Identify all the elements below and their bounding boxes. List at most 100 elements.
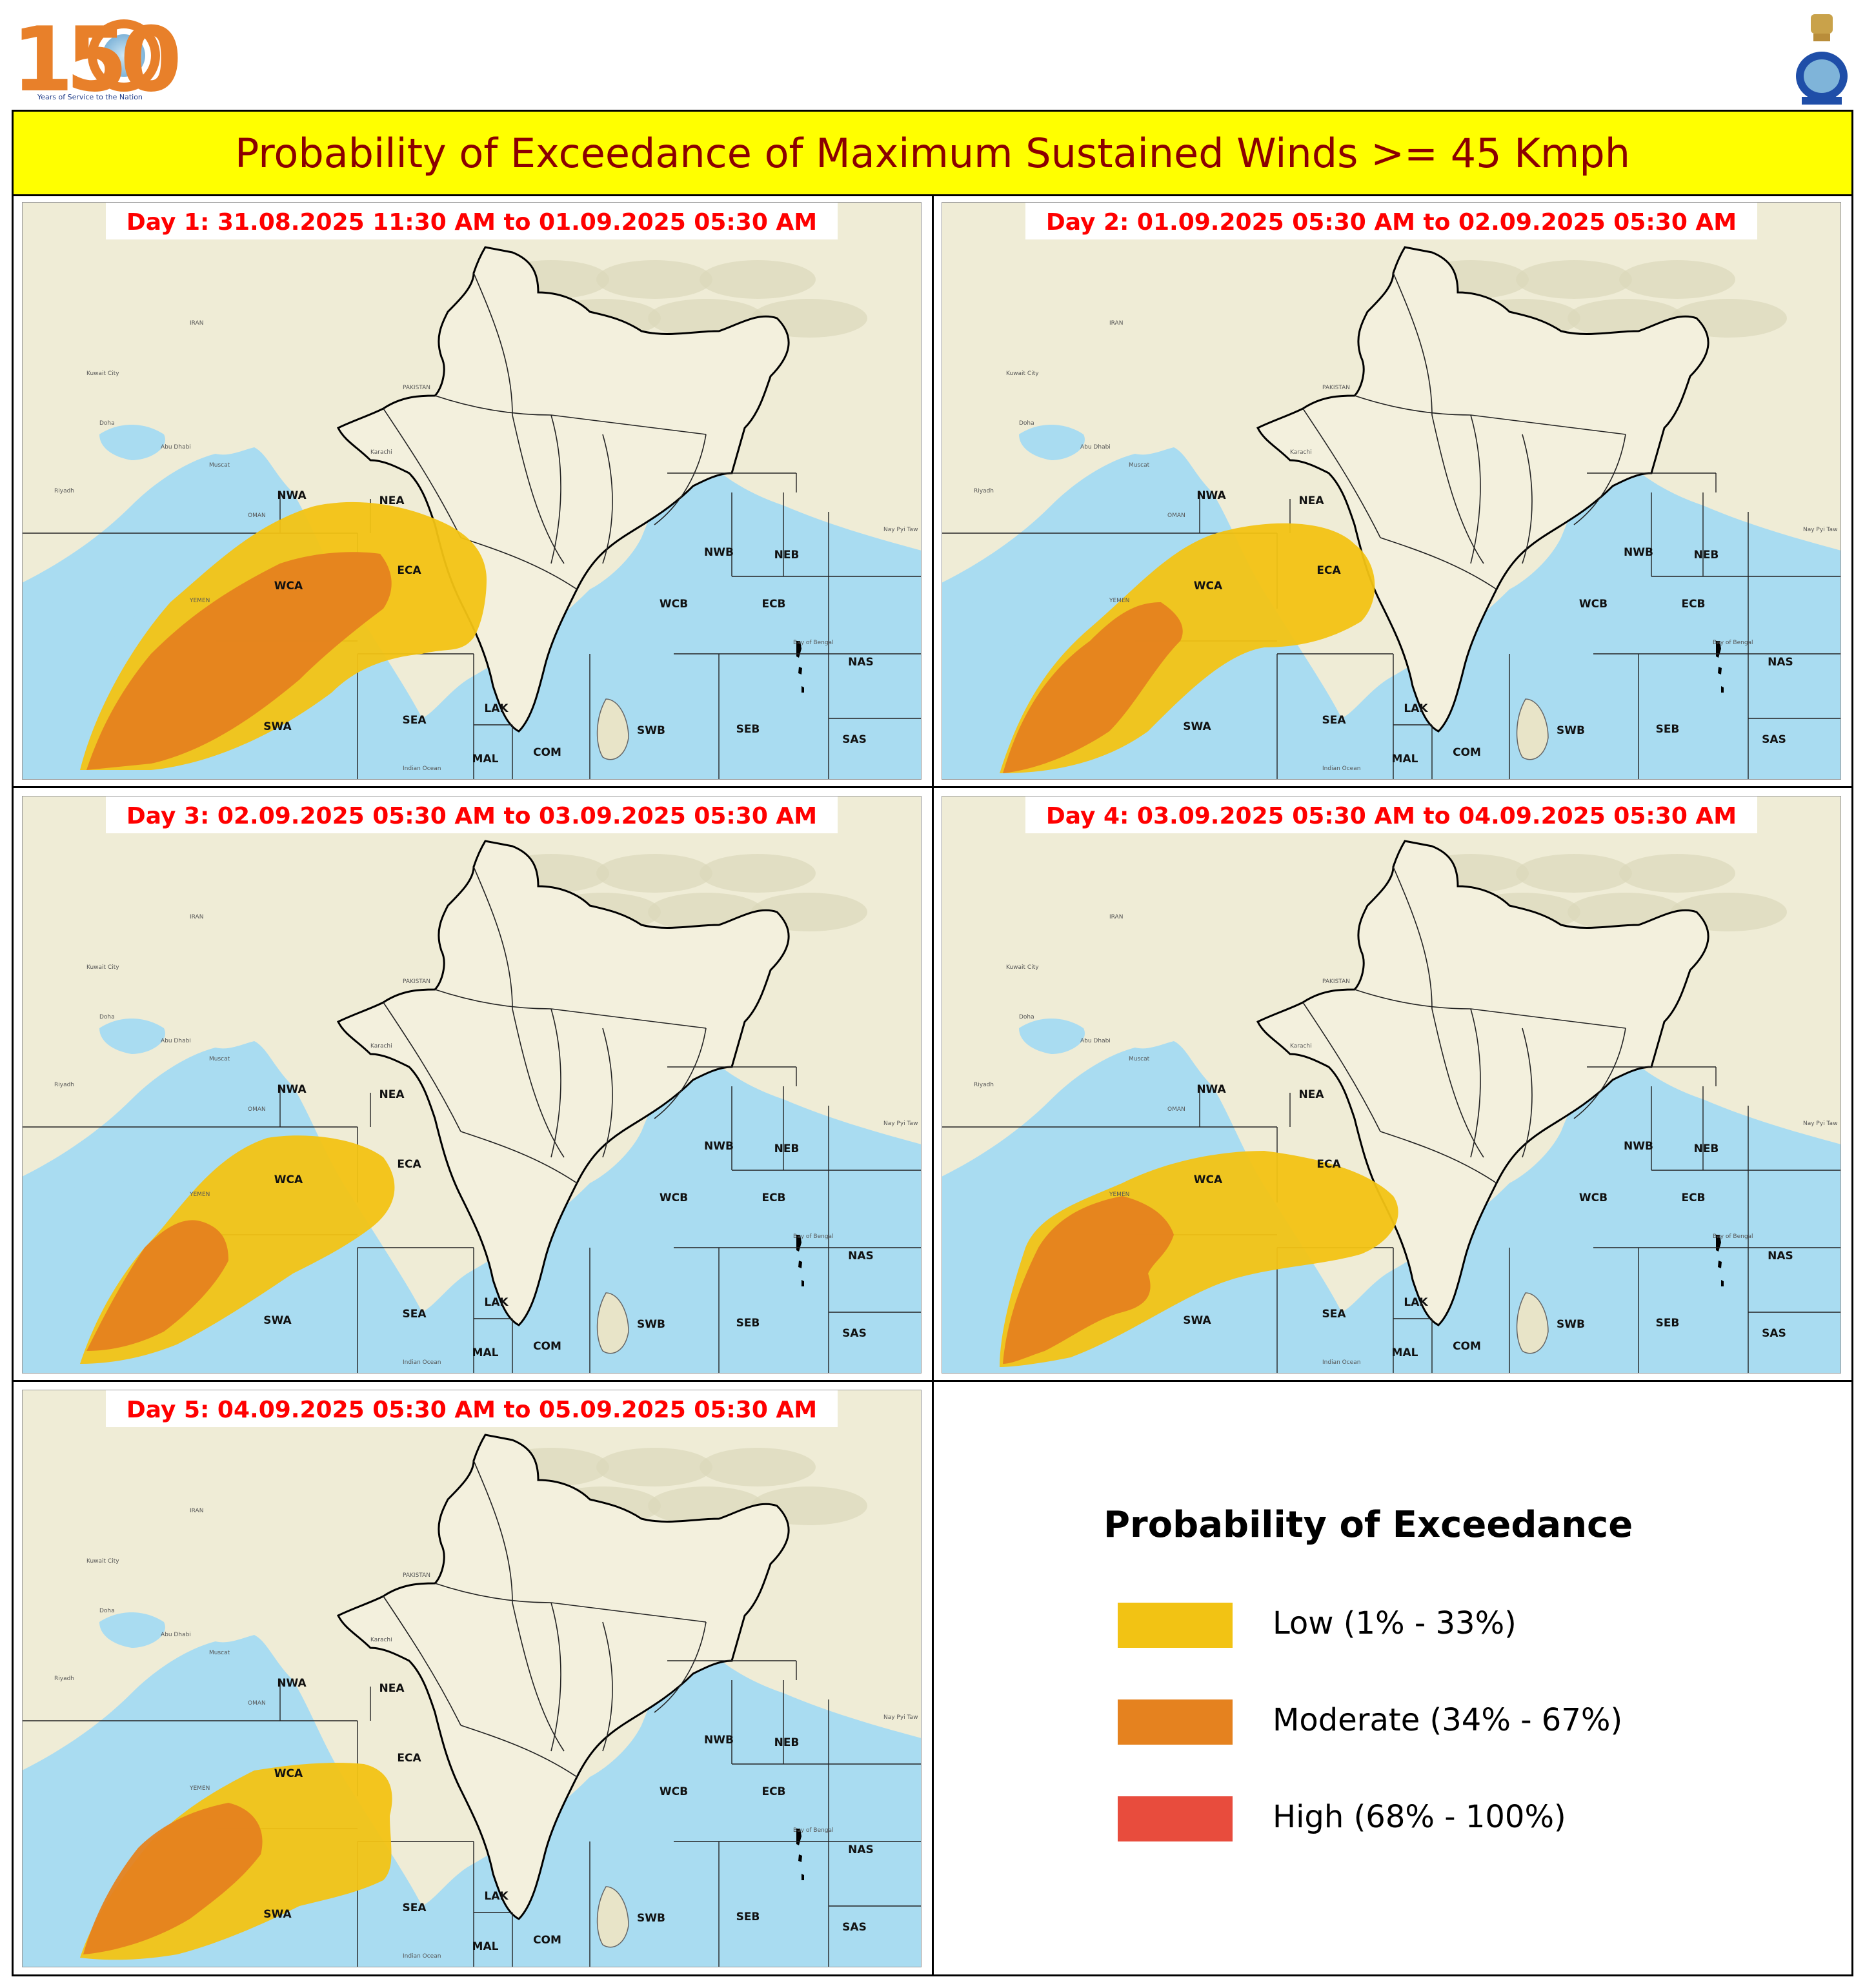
place-label: Riyadh: [54, 488, 74, 494]
region-label-swa: SWA: [1183, 720, 1211, 733]
terrain-shade: [1516, 854, 1632, 893]
region-label-wca: WCA: [274, 580, 303, 593]
state-boundary: [1354, 989, 1471, 1009]
state-boundary: [654, 1028, 707, 1119]
region-label-mal: MAL: [1392, 1346, 1418, 1359]
region-label-neb: NEB: [774, 1142, 800, 1155]
place-label: Abu Dhabi: [1080, 444, 1111, 451]
state-boundary: [1470, 414, 1626, 435]
place-label: YEMEN: [189, 1785, 210, 1792]
place-label: Doha: [1019, 420, 1034, 427]
region-label-nas: NAS: [1768, 1250, 1793, 1263]
place-label: Doha: [99, 1608, 115, 1614]
place-label: Bay of Bengal: [1713, 640, 1753, 646]
state-boundary: [1302, 1002, 1381, 1132]
logo-tagline: Years of Service to the Nation: [37, 93, 143, 101]
place-label: Kuwait City: [1006, 370, 1039, 377]
persian-gulf: [99, 1612, 165, 1648]
state-boundary: [473, 1460, 513, 1603]
place-label: Karachi: [1290, 449, 1312, 456]
divider-row-2: [14, 1380, 1851, 1382]
region-label-com: COM: [533, 746, 561, 759]
region-label-nwa: NWA: [1196, 1083, 1226, 1096]
place-label: PAKISTAN: [1322, 979, 1350, 985]
place-label: OMAN: [248, 1106, 266, 1113]
day-label: Day 4: 03.09.2025 05:30 AM to 04.09.2025…: [1046, 803, 1737, 829]
place-label: Riyadh: [974, 1082, 994, 1088]
sri-lanka: [596, 1886, 629, 1948]
terrain-shade: [1619, 854, 1735, 893]
region-label-ecb: ECB: [1681, 598, 1705, 611]
day-label: Day 1: 31.08.2025 11:30 AM to 01.09.2025…: [126, 209, 817, 236]
place-label: Indian Ocean: [403, 766, 441, 772]
region-label-swa: SWA: [1183, 1314, 1211, 1327]
sri-lanka: [1516, 698, 1549, 760]
legend-label-high: High (68% - 100%): [1273, 1799, 1566, 1835]
place-label: Abu Dhabi: [161, 444, 191, 451]
region-label-ecb: ECB: [761, 598, 785, 611]
day-label: Day 5: 04.09.2025 05:30 AM to 05.09.2025…: [126, 1397, 817, 1423]
region-label-seb: SEB: [1656, 1317, 1680, 1330]
terrain-shade: [700, 260, 816, 299]
persian-gulf: [99, 1019, 165, 1054]
region-label-eca: ECA: [1316, 564, 1341, 577]
legend-label-moderate: Moderate (34% - 67%): [1273, 1702, 1623, 1738]
place-label: YEMEN: [189, 598, 210, 604]
place-label: PAKISTAN: [403, 385, 430, 391]
place-label: PAKISTAN: [1322, 385, 1350, 391]
region-label-eca: ECA: [397, 1752, 421, 1765]
imd-150-years-logo: 150 Years of Service to the Nation: [12, 8, 182, 112]
place-label: YEMEN: [1109, 598, 1129, 604]
region-label-lak: LAK: [484, 702, 509, 715]
state-boundary: [1393, 866, 1433, 1009]
place-label: Riyadh: [974, 488, 994, 494]
day-label-box: [1025, 796, 1757, 833]
divider-row-1: [14, 786, 1851, 788]
region-label-swa: SWA: [263, 1908, 292, 1921]
region-label-sea: SEA: [402, 714, 427, 727]
region-label-swb: SWB: [1557, 1318, 1585, 1331]
place-label: IRAN: [190, 1508, 203, 1514]
region-label-nea: NEA: [379, 494, 405, 507]
place-label: Karachi: [370, 1043, 392, 1050]
place-label: Nay Pyi Taw: [883, 1121, 918, 1127]
state-boundary: [1302, 408, 1381, 538]
region-label-nas: NAS: [848, 1843, 874, 1856]
place-label: Muscat: [1129, 462, 1150, 469]
place-label: Abu Dhabi: [161, 1038, 191, 1044]
moderate-probability-area: [83, 1803, 263, 1954]
gulf-of-aden: [942, 1177, 1057, 1261]
region-label-sas: SAS: [1762, 1327, 1786, 1340]
region-label-seb: SEB: [1656, 723, 1680, 736]
moderate-probability-area: [1003, 602, 1183, 773]
region-label-nwb: NWB: [704, 1734, 734, 1747]
terrain-shade: [1619, 260, 1735, 299]
region-label-nea: NEA: [379, 1088, 405, 1101]
region-label-lak: LAK: [1404, 1296, 1428, 1309]
region-label-com: COM: [1453, 1340, 1481, 1353]
region-label-swb: SWB: [1557, 724, 1585, 737]
region-label-swb: SWB: [637, 1318, 665, 1331]
place-label: Bay of Bengal: [793, 640, 834, 646]
region-label-ecb: ECB: [1681, 1192, 1705, 1204]
place-label: Nay Pyi Taw: [883, 527, 918, 533]
place-label: PAKISTAN: [403, 979, 430, 985]
legend-swatch-low: [1118, 1603, 1233, 1648]
state-boundary: [550, 1008, 707, 1029]
place-label: Bay of Bengal: [793, 1827, 834, 1834]
state-boundary: [1573, 434, 1626, 525]
region-label-swa: SWA: [263, 1314, 292, 1327]
place-label: IRAN: [190, 914, 203, 920]
state-boundary: [550, 414, 707, 435]
state-boundary: [550, 414, 561, 564]
place-label: Doha: [99, 420, 115, 427]
region-label-sas: SAS: [842, 1327, 867, 1340]
region-label-mal: MAL: [472, 1346, 499, 1359]
region-label-ecb: ECB: [761, 1785, 785, 1798]
state-boundary: [383, 1596, 461, 1726]
place-label: IRAN: [1109, 320, 1123, 327]
place-label: OMAN: [1167, 512, 1185, 519]
place-label: Abu Dhabi: [1080, 1038, 1111, 1044]
region-label-lak: LAK: [484, 1296, 509, 1309]
national-emblem-icon: [1793, 12, 1851, 107]
